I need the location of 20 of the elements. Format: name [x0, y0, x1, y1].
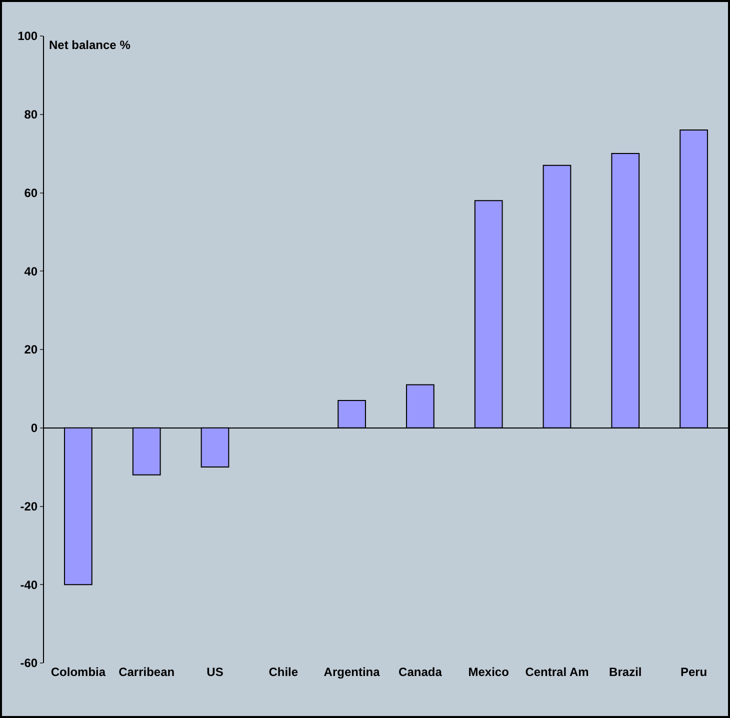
y-tick-label: 60 — [24, 186, 38, 200]
x-tick-label: Colombia — [50, 665, 106, 679]
x-tick-label: US — [206, 665, 224, 679]
x-tick-label: Carribean — [118, 665, 175, 679]
y-tick-label: 80 — [24, 108, 38, 122]
x-tick-label: Central Am — [525, 665, 589, 679]
y-tick-label: -40 — [20, 578, 38, 592]
x-tick-label: Brazil — [609, 665, 642, 679]
x-tick-label: Argentina — [324, 665, 380, 679]
x-tick-label: Peru — [680, 665, 708, 679]
y-tick-label: 20 — [24, 342, 38, 357]
y-tick-label: -60 — [20, 656, 38, 670]
x-tick-label: Canada — [398, 665, 442, 679]
y-axis-title: Net balance % — [49, 38, 131, 52]
x-tick-label: Chile — [268, 665, 298, 679]
y-tick-label: -20 — [20, 499, 38, 514]
y-tick-label: 0 — [30, 421, 38, 436]
y-tick-label: 40 — [24, 264, 38, 278]
x-tick-label: Mexico — [468, 665, 509, 679]
y-tick-label: 100 — [18, 29, 38, 44]
